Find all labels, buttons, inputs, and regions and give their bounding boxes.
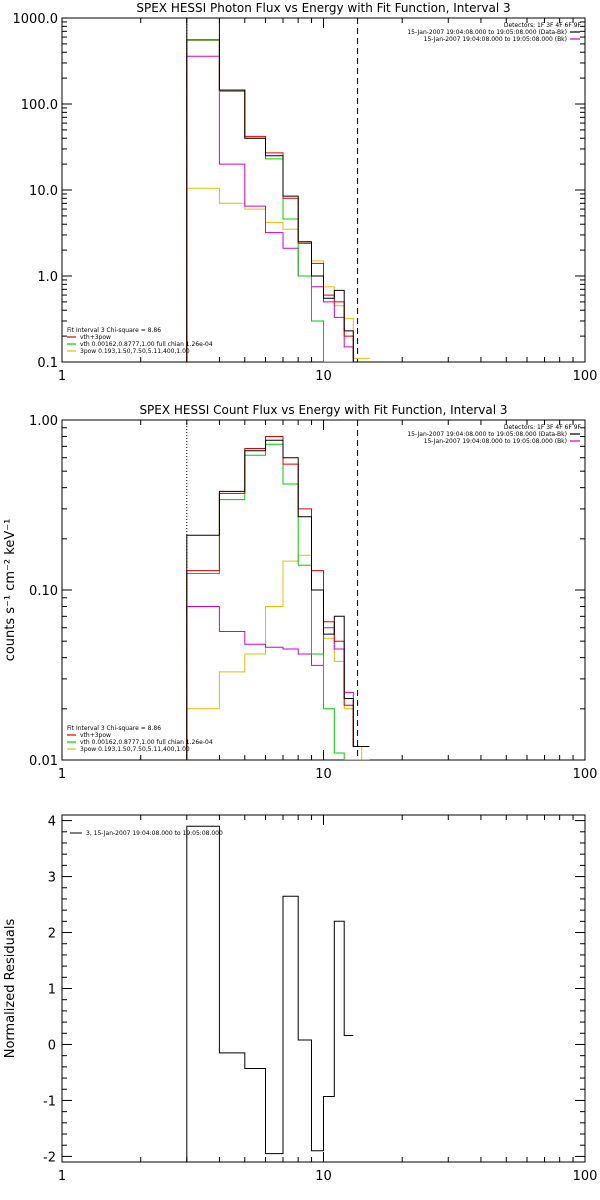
panel2-histogram-3 [186,606,370,760]
panel1-y-tick-label: 1000.0 [13,12,59,27]
panel3-y-tick-label: 2 [48,927,56,942]
panel1-histogram-4 [186,187,370,362]
panel3-histogram-0 [186,825,354,1162]
panel2-y-axis-label: counts s⁻¹ cm⁻² keV⁻¹ [3,519,18,662]
panel1-x-tick-label: 100 [573,369,598,384]
panel2-y-tick-label: 1.00 [29,414,58,429]
panel1-y-tick-label: 10.0 [29,184,58,199]
panel3-y-axis-label: Normalized Residuals [3,919,18,1059]
panel1-time-range-0: 15-Jan-2007 19:04:08.000 to 19:05:08.000… [407,29,567,36]
panel1-y-tick-label: 0.1 [37,356,58,371]
panel1-detectors-label: Detectors: 1F 3F 4F 6F 9F [504,22,582,29]
panel3-y-tick-label: 1 [48,983,56,998]
panel2-x-tick-label: 100 [573,767,598,782]
panel3-x-tick-label: 10 [315,1169,332,1184]
panel1-histogram-0 [186,18,370,362]
panel3-x-tick-label: 100 [573,1169,598,1184]
panel1-legend-entry-0: vth+3pow [80,334,111,341]
panel1-legend-title: Fit Interval 3 Chi-square = 8.86 [67,327,161,334]
panel1-x-tick-label: 1 [58,369,66,384]
panel3-y-tick-label: 3 [48,871,56,886]
panel2-legend-title: Fit Interval 3 Chi-square = 8.86 [67,725,161,732]
panel1-histogram-3 [186,55,370,362]
panel2-detectors-label: Detectors: 1F 3F 4F 6F 9F [504,424,582,431]
panel2-histogram-2 [186,443,370,760]
panel1-title: SPEX HESSI Photon Flux vs Energy with Fi… [136,1,510,15]
panel2-y-tick-label: 0.10 [29,584,58,599]
panel1-x-tick-label: 10 [315,369,332,384]
panel1-plot-frame [61,17,586,363]
panel2-legend-entry-0: vth+3pow [80,732,111,739]
panel2-title: SPEX HESSI Count Flux vs Energy with Fit… [139,403,507,417]
panel2-x-tick-label: 10 [315,767,332,782]
panel2-histogram-1 [186,436,370,760]
panel3-y-tick-label: -2 [43,1150,56,1165]
panel1-time-range-1: 15-Jan-2007 19:04:08.000 to 19:05:08.000… [424,36,567,43]
panel1-legend-entry-2: 3pow 0.193,1.50,7.50,5.11,400,1.00 [80,348,190,355]
panel2-time-range-1: 15-Jan-2007 19:04:08.000 to 19:05:08.000… [424,438,567,445]
panel3-legend-entry: 3, 15-Jan-2007 19:04:08.000 to 19:05:08.… [86,830,223,837]
panel3-y-tick-label: 4 [48,815,56,830]
panel3-y-tick-label: -1 [43,1094,56,1109]
panel1-histogram-1 [186,39,370,362]
panel2-histogram-4 [186,554,370,760]
panel1-legend-entry-1: vth 0.00162,0.8777,1.00 full chian 1.26e… [80,341,213,348]
panel2-x-tick-label: 1 [58,767,66,782]
panel1-y-tick-label: 1.0 [37,270,58,285]
panel2-legend-entry-1: vth 0.00162,0.8777,1.00 full chian 1.26e… [80,739,213,746]
panel2-histogram-0 [186,439,370,760]
panel3-y-tick-label: 0 [48,1038,56,1053]
panel1-histogram-2 [186,39,370,362]
panel2-legend-entry-2: 3pow 0.193,1.50,7.50,5.11,400,1.00 [80,746,190,753]
panel1-y-tick-label: 100.0 [21,98,58,113]
panel2-y-tick-label: 0.01 [29,754,58,769]
panel3-x-tick-label: 1 [58,1169,66,1184]
panel2-time-range-0: 15-Jan-2007 19:04:08.000 to 19:05:08.000… [407,431,567,438]
